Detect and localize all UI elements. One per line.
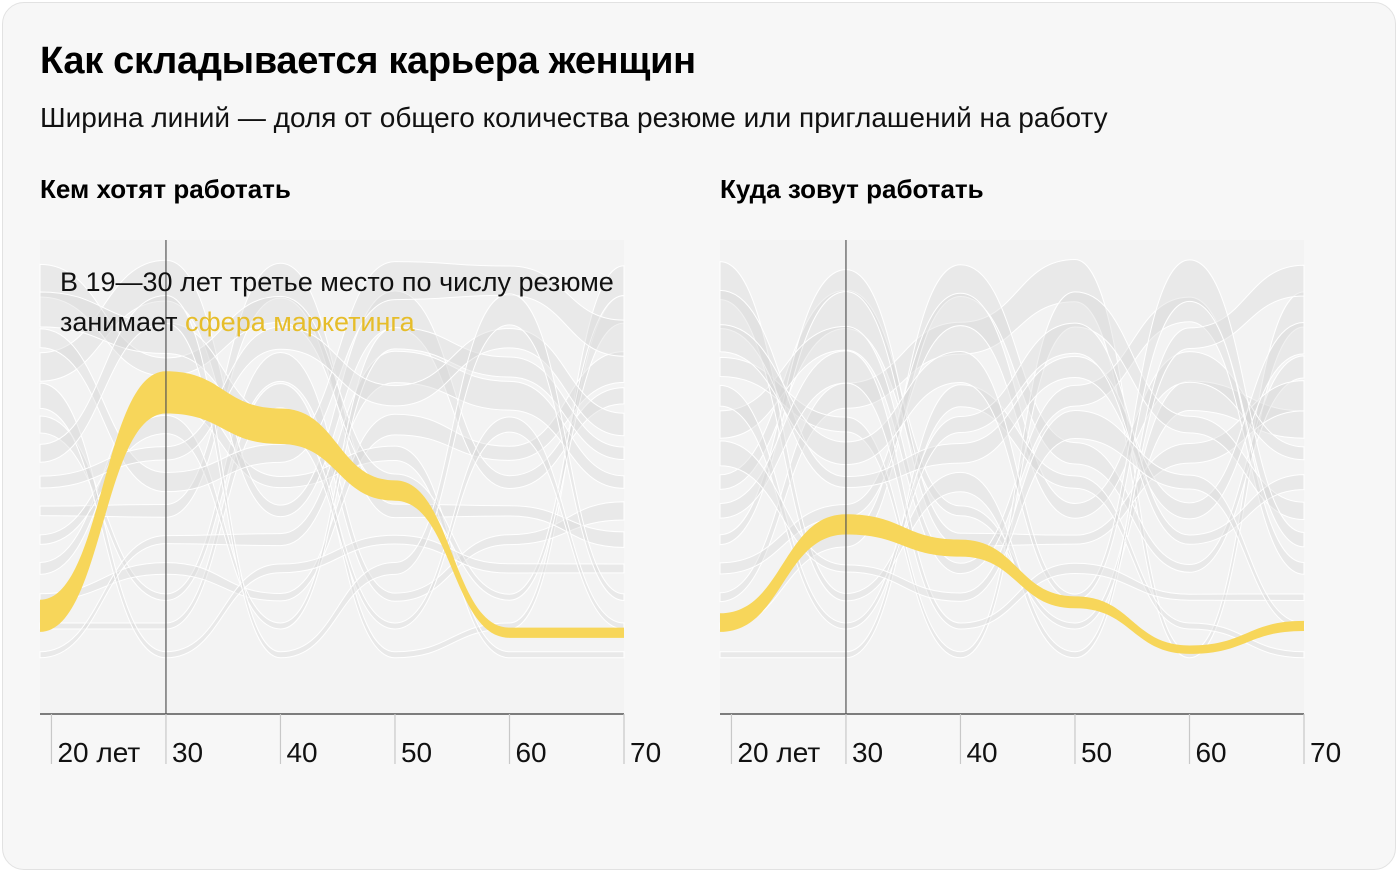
x-tick-label: 40 — [286, 737, 317, 768]
background-flow — [719, 259, 1305, 601]
background-flow — [39, 382, 625, 659]
background-flow — [719, 292, 1305, 575]
chart-panel-1: 20 лет 30 40 50 60 70 — [39, 240, 661, 768]
background-flow — [39, 261, 625, 493]
page-title: Как складывается карьера женщин — [40, 40, 696, 82]
background-flow — [39, 351, 625, 602]
x-tick-label: 20 лет — [57, 737, 140, 768]
x-tick-label: 50 — [401, 737, 432, 768]
background-flow — [39, 326, 625, 489]
background-flow — [39, 350, 625, 659]
right-chart-title: Куда зовут работать — [720, 174, 984, 204]
x-tick-label: 50 — [1081, 737, 1112, 768]
x-tick-label: 20 лет — [737, 737, 820, 768]
chart-panel-2: 20 лет 30 40 50 60 70 — [719, 240, 1341, 768]
background-flow — [719, 269, 1305, 547]
x-tick-label: 30 — [172, 737, 203, 768]
x-tick-label: 70 — [630, 737, 661, 768]
background-flow — [719, 291, 1305, 659]
x-tick-label: 30 — [852, 737, 883, 768]
highlight-flow-marketing — [720, 514, 1304, 654]
x-tick-label: 70 — [1310, 737, 1341, 768]
chart-annotation: В 19—30 лет третье место по числу резюме… — [60, 262, 620, 342]
x-tick-label: 40 — [966, 737, 997, 768]
x-tick-label: 60 — [515, 737, 546, 768]
background-flow — [39, 263, 625, 601]
background-flow — [719, 350, 1305, 630]
background-flow — [719, 289, 1305, 520]
background-flow — [719, 264, 1305, 630]
x-tick-label: 60 — [1195, 737, 1226, 768]
left-chart-title: Кем хотят работать — [40, 174, 291, 204]
background-flow — [39, 293, 625, 659]
plot-background — [720, 240, 1304, 714]
annotation-highlight: сфера маркетинга — [184, 307, 415, 337]
background-flow — [719, 384, 1305, 659]
background-flow — [39, 259, 625, 518]
page-subtitle: Ширина линий — доля от общего количества… — [40, 102, 1108, 133]
background-flow — [719, 296, 1305, 575]
annotation-text: В 19—30 лет третье место по числу резюме… — [60, 267, 614, 337]
